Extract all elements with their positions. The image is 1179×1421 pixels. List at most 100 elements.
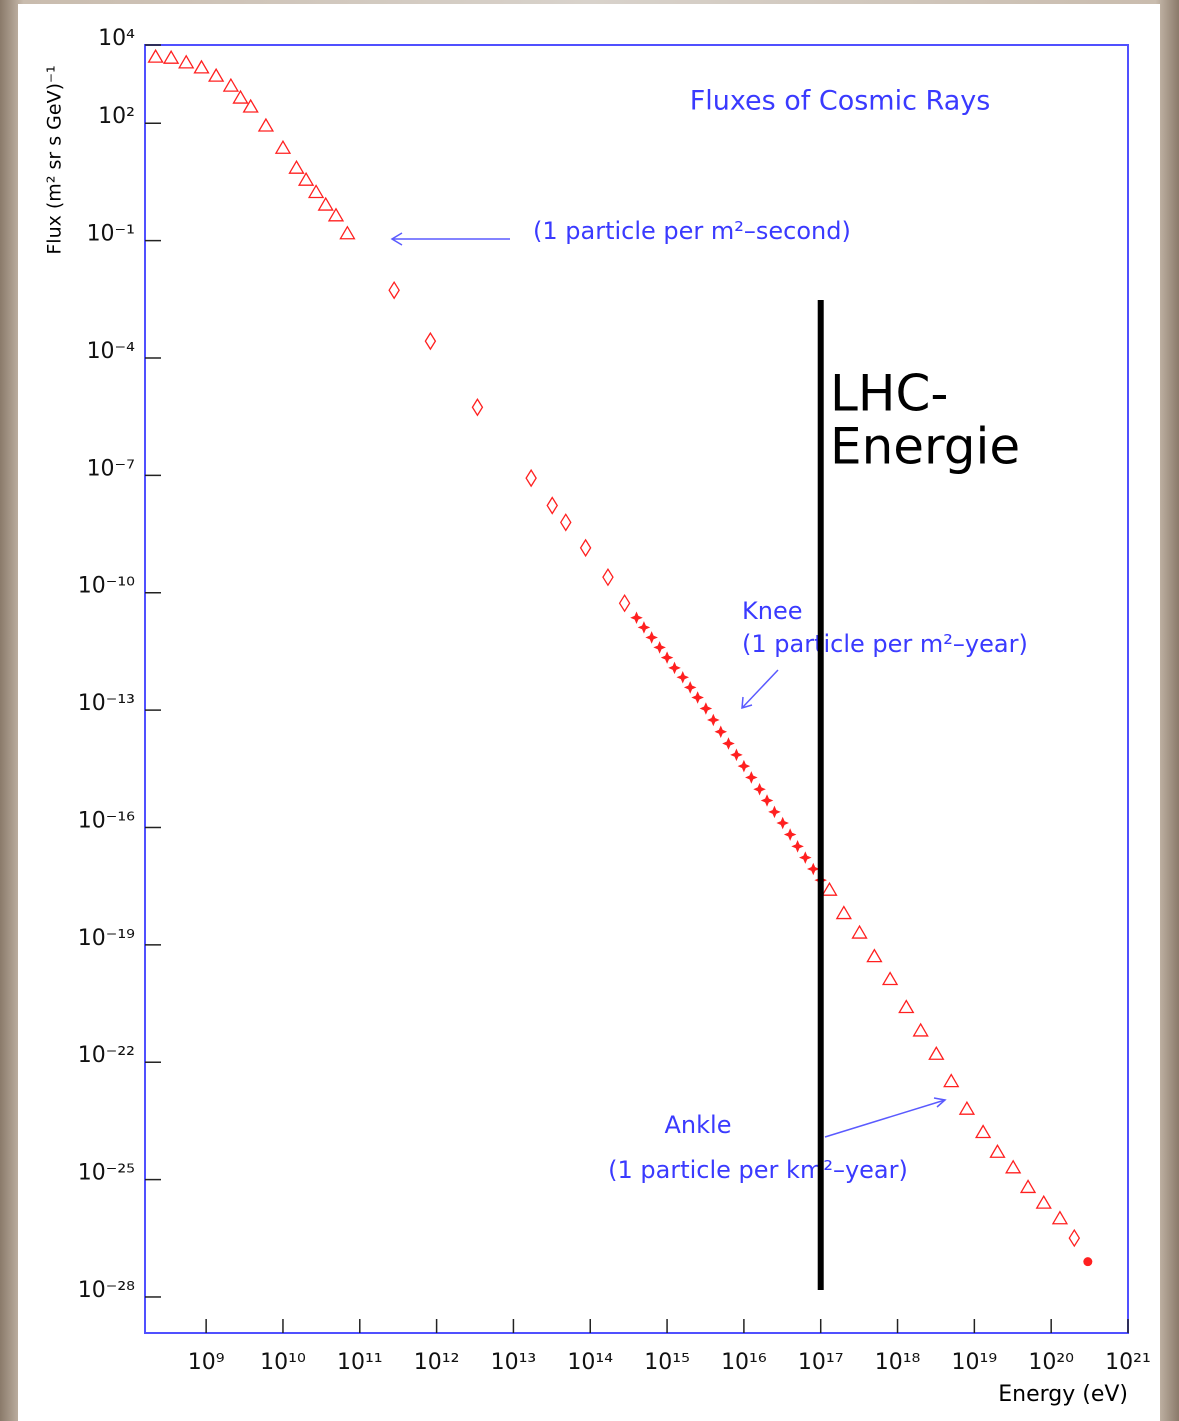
y-tick-label: 10⁻¹⁹ (78, 926, 135, 951)
x-tick-label: 10¹⁶ (721, 1350, 767, 1375)
data-point (730, 748, 743, 762)
data-point (676, 671, 690, 684)
data-point (424, 331, 437, 351)
data-point (630, 611, 643, 624)
y-tick-label: 10⁻¹³ (78, 691, 135, 716)
x-tick-label: 10¹⁸ (875, 1350, 921, 1375)
annotation: (1 particle per m²–year) (742, 630, 1028, 658)
data-point (776, 816, 789, 830)
data-point (1068, 1228, 1081, 1248)
data-point (327, 207, 345, 222)
x-tick-label: 10²¹ (1105, 1350, 1151, 1375)
x-tick-label: 10¹⁴ (567, 1350, 613, 1375)
data-point (162, 49, 180, 64)
data-point (707, 713, 720, 727)
data-point (806, 862, 820, 876)
data-point (559, 513, 572, 532)
x-tick-label: 10¹⁹ (952, 1350, 998, 1375)
y-tick-label: 10⁻⁷ (87, 456, 135, 481)
data-point (943, 1073, 960, 1088)
data-point (714, 725, 728, 739)
chart-title: Fluxes of Cosmic Rays (690, 86, 991, 117)
data-point (660, 651, 674, 664)
plot-frame (144, 44, 1129, 1334)
data-point (974, 1124, 992, 1139)
lhc-label: Energie (830, 418, 1020, 476)
data-point (768, 805, 781, 819)
arrow-head (741, 696, 753, 710)
data-point (1035, 1194, 1052, 1209)
x-tick-label: 10¹⁰ (260, 1350, 306, 1375)
data-point (388, 280, 400, 300)
data-point (912, 1022, 929, 1037)
data-point (1083, 1257, 1093, 1267)
data-point (753, 782, 766, 796)
data-point (602, 567, 614, 587)
data-point (274, 139, 292, 154)
data-point (618, 593, 631, 613)
data-point (637, 621, 651, 634)
data-point (683, 681, 697, 694)
annotation: (1 particle per km²–year) (608, 1156, 908, 1184)
data-point (147, 48, 164, 63)
data-point (745, 771, 758, 784)
arrow-head (933, 1097, 947, 1108)
data-point (791, 840, 804, 853)
data-point (699, 702, 713, 715)
data-point (1051, 1210, 1069, 1225)
data-point (989, 1143, 1006, 1158)
annotation: Ankle (665, 1111, 732, 1139)
data-point (317, 196, 334, 211)
data-point (546, 496, 559, 515)
data-point (737, 759, 751, 773)
y-tick-label: 10⁻⁴ (87, 339, 136, 364)
x-axis-label: Energy (eV) (998, 1382, 1128, 1407)
y-tick-label: 10⁻¹ (87, 222, 135, 247)
data-point (288, 159, 305, 174)
data-point (257, 117, 275, 132)
x-tick-label: 10¹³ (491, 1350, 537, 1375)
data-point (866, 948, 883, 963)
data-point (208, 67, 225, 82)
x-tick-label: 10¹⁵ (644, 1350, 690, 1375)
data-point (178, 54, 195, 69)
data-point (783, 828, 797, 841)
arrow (741, 669, 779, 709)
y-tick-label: 10⁻²⁵ (78, 1161, 135, 1186)
data-point (668, 661, 681, 675)
y-tick-label: 10⁻²⁸ (78, 1278, 135, 1303)
data-point (691, 691, 704, 704)
y-tick-label: 10⁻²² (78, 1043, 135, 1068)
x-tick-label: 10⁹ (188, 1350, 225, 1375)
data-point (222, 77, 240, 92)
data-point (339, 225, 356, 240)
data-point (579, 538, 592, 558)
arrows (390, 232, 947, 1138)
data-point (760, 794, 774, 807)
y-tick-label: 10⁴ (98, 26, 135, 51)
x-tick-label: 10²⁰ (1028, 1350, 1074, 1375)
data-point (881, 971, 899, 986)
data-point (297, 171, 315, 186)
data-point (471, 398, 484, 417)
arrow (824, 1099, 946, 1138)
y-tick-label: 10⁻¹⁶ (78, 808, 135, 833)
data-point (232, 89, 249, 104)
y-axis-label: Flux (m² sr s GeV)⁻¹ (44, 65, 66, 254)
data-point (799, 851, 812, 864)
data-point (242, 98, 259, 113)
data-point (1005, 1159, 1022, 1174)
data-point (525, 468, 537, 488)
y-tick-label: 10² (98, 104, 135, 129)
data-point (193, 59, 210, 74)
arrow-head (390, 232, 403, 246)
data-point (821, 881, 838, 896)
y-tick-label: 10⁻¹⁰ (78, 574, 135, 599)
panel (18, 4, 1160, 1421)
data-point (898, 999, 915, 1014)
lhc-label: LHC- (830, 365, 948, 423)
data-point (722, 737, 735, 750)
data-point (958, 1100, 976, 1115)
